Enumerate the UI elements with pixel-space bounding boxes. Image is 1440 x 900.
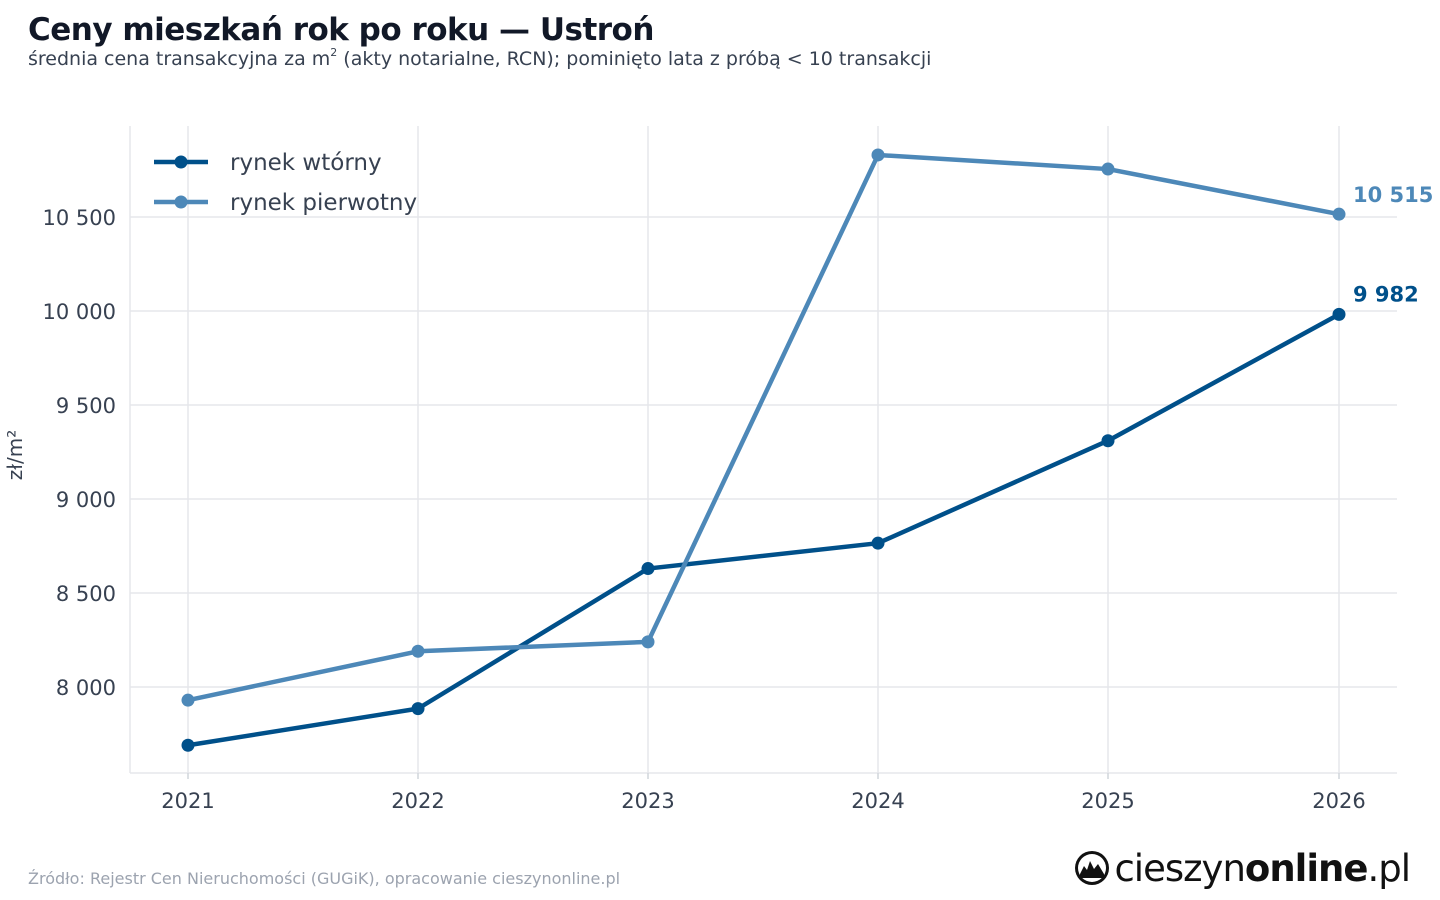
town-emblem-icon — [1075, 851, 1110, 885]
legend-marker — [174, 155, 188, 169]
legend-label: rynek pierwotny — [230, 190, 417, 216]
data-point — [181, 738, 195, 752]
end-value-label: 10 515 — [1353, 183, 1433, 207]
axis-layer: 8 000 8 500 9 000 9 500 10 000 10 500 2021 2022… — [3, 126, 1397, 813]
logo-text-bold: online — [1244, 846, 1369, 890]
y-tick-label: 9 000 — [56, 488, 116, 512]
end-value-label: 9 982 — [1353, 282, 1419, 306]
subtitle-text-after: (akty notarialne, RCN); pominięto lata z… — [337, 48, 932, 70]
grid-layer — [130, 126, 1397, 773]
legend-label: rynek wtórny — [230, 150, 382, 176]
x-tick-label: 2021 — [161, 789, 214, 813]
data-point — [411, 702, 425, 716]
legend: rynek wtórny rynek pierwotny — [154, 150, 417, 216]
y-tick-label: 8 000 — [56, 676, 116, 700]
logo-text-light: cieszyn — [1114, 846, 1245, 890]
x-tick-label: 2023 — [621, 789, 674, 813]
x-tick-label: 2025 — [1081, 789, 1134, 813]
x-tick-label: 2022 — [391, 789, 444, 813]
logo-text: cieszynonline.pl — [1114, 846, 1411, 890]
y-tick-label: 10 000 — [43, 300, 116, 324]
chart-title: Ceny mieszkań rok po roku — Ustroń — [28, 12, 654, 48]
site-logo[interactable]: cieszynonline.pl — [1074, 846, 1411, 890]
y-tick-label: 8 500 — [56, 582, 116, 606]
x-tick-label: 2026 — [1312, 789, 1365, 813]
y-tick-label: 9 500 — [56, 394, 116, 418]
legend-marker — [174, 195, 188, 209]
y-axis-label: zł/m² — [3, 430, 27, 480]
data-point — [1101, 162, 1115, 176]
data-point — [411, 644, 425, 658]
series-line — [185, 312, 1342, 748]
data-point — [641, 635, 655, 649]
y-tick-label: 10 500 — [43, 206, 116, 230]
line-chart: 8 000 8 500 9 000 9 500 10 000 10 500 2021 2022… — [3, 126, 1433, 813]
source-note: Źródło: Rejestr Cen Nieruchomości (GUGiK… — [28, 869, 621, 888]
data-point — [1332, 207, 1346, 221]
series-layer: 9 982 10 515 — [181, 148, 1433, 752]
subtitle-text-before: średnia cena transakcyjna za m — [28, 48, 331, 70]
data-point — [871, 148, 885, 162]
data-point — [871, 536, 885, 550]
logo-text-suffix: .pl — [1367, 846, 1411, 890]
data-point — [641, 562, 655, 576]
data-point — [1332, 307, 1346, 321]
chart-subtitle: średnia cena transakcyjna za m2 (akty no… — [28, 46, 932, 70]
series-line — [185, 152, 1342, 703]
data-point — [1101, 434, 1115, 448]
x-tick-label: 2024 — [851, 789, 904, 813]
data-point — [181, 693, 195, 707]
subtitle-superscript: 2 — [330, 46, 338, 59]
